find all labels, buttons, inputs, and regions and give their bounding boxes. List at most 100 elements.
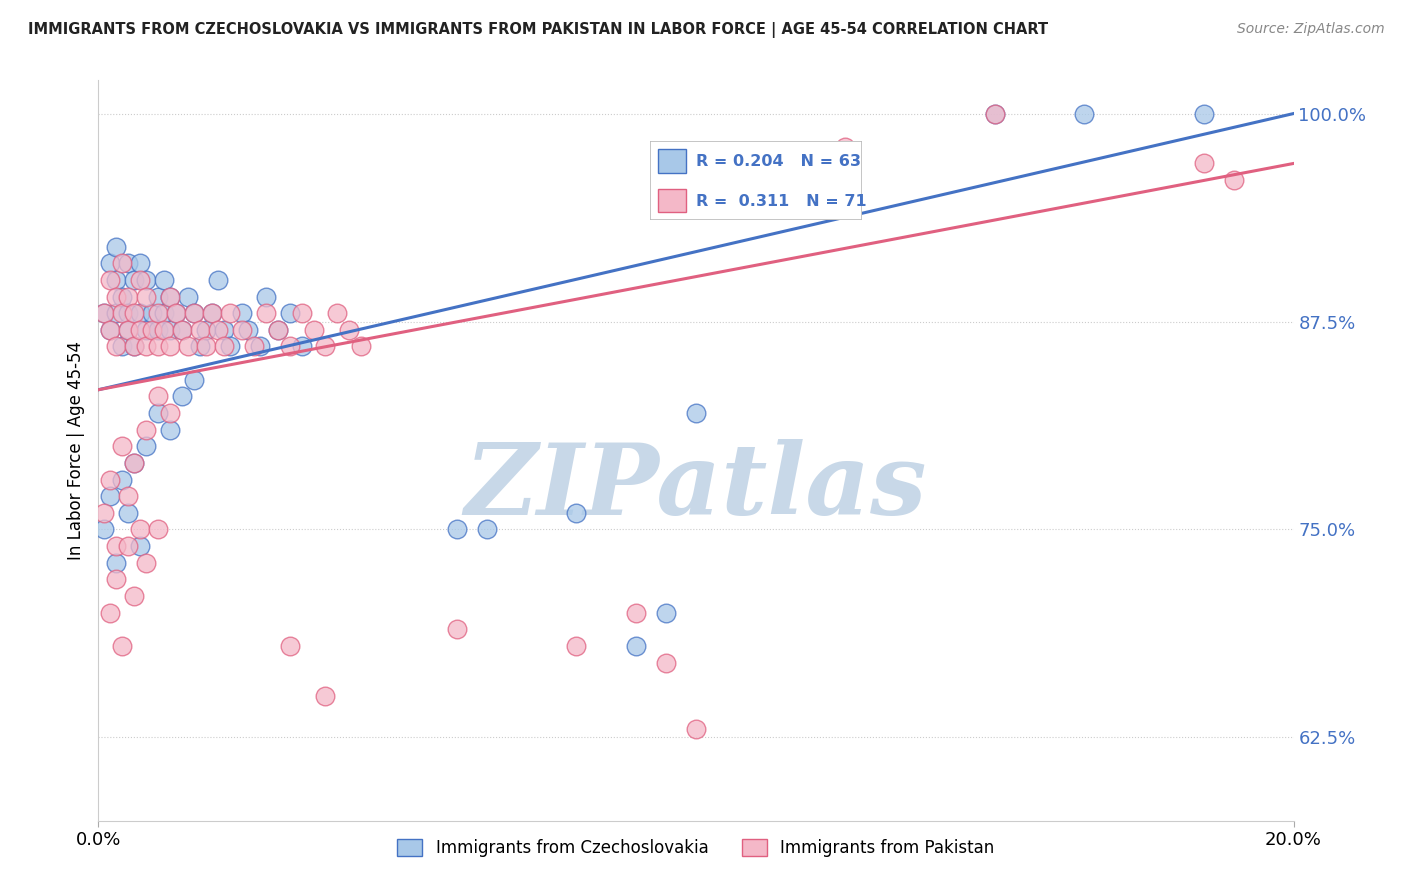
Text: R = 0.204   N = 63: R = 0.204 N = 63 [696,154,862,169]
Point [93,523,115,537]
Point [1192,106,1215,120]
Point [124,456,146,470]
Point [124,589,146,603]
Point [141,323,163,337]
Point [135,289,157,303]
Bar [658,149,686,173]
Point [129,523,152,537]
Point [124,339,146,353]
Point [93,306,115,320]
Point [117,506,139,520]
Point [685,406,707,420]
Point [117,323,139,337]
Point [177,289,200,303]
Point [105,240,128,254]
Point [1192,156,1215,170]
Point [117,323,139,337]
Point [105,273,128,287]
Point [148,323,170,337]
Point [117,306,139,320]
Point [315,689,337,703]
Point [188,339,211,353]
Point [135,439,157,453]
Point [655,656,678,670]
Point [177,339,200,353]
Point [111,339,134,353]
Point [172,389,194,403]
Point [117,256,139,270]
Text: Source: ZipAtlas.com: Source: ZipAtlas.com [1237,22,1385,37]
Point [183,306,205,320]
Point [984,106,1007,120]
Point [326,306,349,320]
Point [188,323,211,337]
Point [159,323,181,337]
Point [111,289,134,303]
Point [105,289,128,303]
Point [302,323,325,337]
Point [183,306,205,320]
Point [315,339,337,353]
Bar [658,189,686,212]
Point [267,323,290,337]
Point [93,306,115,320]
Point [129,256,152,270]
Point [745,156,768,170]
Point [111,473,134,487]
Point [105,539,128,553]
Point [153,306,176,320]
Point [565,506,588,520]
Point [565,639,588,653]
Point [98,256,122,270]
Point [207,323,229,337]
Point [201,306,224,320]
Point [685,722,707,736]
Point [148,306,170,320]
Point [135,423,157,437]
Text: ZIPatlas: ZIPatlas [465,439,927,536]
Point [655,606,678,620]
Point [172,323,194,337]
Point [626,639,648,653]
Point [195,339,218,353]
Point [159,289,181,303]
Point [243,339,266,353]
Point [105,556,128,570]
Point [98,489,122,503]
Point [159,339,181,353]
Point [124,306,146,320]
Point [159,289,181,303]
Point [236,323,259,337]
Point [219,339,242,353]
Point [98,473,122,487]
Point [231,306,253,320]
Point [195,323,218,337]
Point [278,306,301,320]
Point [159,406,181,420]
Point [148,289,170,303]
Point [278,339,301,353]
Point [1223,173,1246,187]
Text: R =  0.311   N = 71: R = 0.311 N = 71 [696,194,868,209]
Point [117,539,139,553]
Point [98,606,122,620]
Point [1073,106,1095,120]
Point [135,339,157,353]
Point [105,573,128,587]
Point [231,323,253,337]
Point [98,273,122,287]
Y-axis label: In Labor Force | Age 45-54: In Labor Force | Age 45-54 [66,341,84,560]
Point [111,439,134,453]
Point [111,256,134,270]
Point [291,306,314,320]
Point [98,323,122,337]
Point [267,323,290,337]
Point [124,339,146,353]
Point [291,339,314,353]
Point [129,306,152,320]
Point [129,539,152,553]
Point [111,306,134,320]
Point [135,323,157,337]
Point [105,306,128,320]
Point [148,523,170,537]
